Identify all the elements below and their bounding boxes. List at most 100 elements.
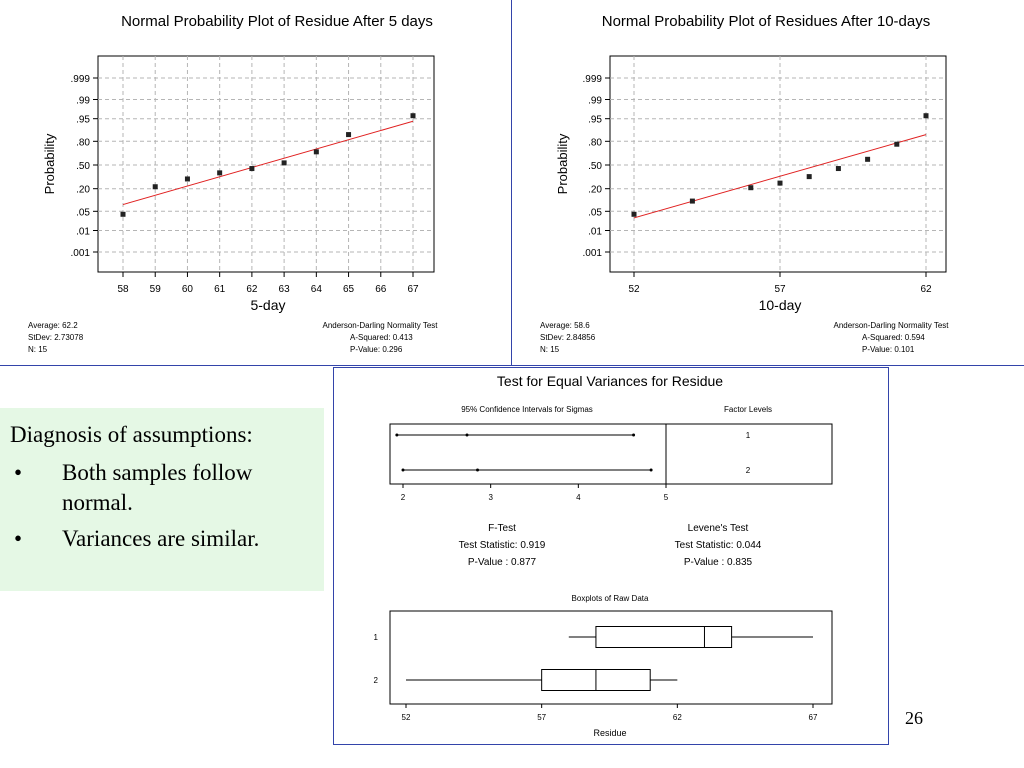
diagnosis-box: Diagnosis of assumptions: • Both samples… — [0, 408, 324, 591]
y-tick-label: .99 — [76, 96, 90, 107]
stats-left-line: StDev: 2.84856 — [540, 333, 596, 342]
x-tick-label: 57 — [774, 284, 786, 295]
ci-subtitle: 95% Confidence Intervals for Sigmas — [461, 405, 593, 414]
anderson-darling-title: Anderson-Darling Normality Test — [322, 321, 438, 330]
ci-x-tick-label: 5 — [664, 493, 669, 502]
chart-title: Normal Probability Plot of Residue After… — [121, 13, 433, 30]
probability-plot-10day: Normal Probability Plot of Residues Afte… — [512, 0, 1024, 365]
x-tick-label: 61 — [214, 284, 226, 295]
anderson-darling-line: A-Squared: 0.413 — [350, 333, 413, 342]
equal-variances-svg: Test for Equal Variances for Residue 95% … — [374, 373, 833, 738]
boxplot-group-label: 1 — [374, 633, 379, 642]
ci-lower-point — [401, 468, 405, 472]
boxplot-x-tick-label: 62 — [673, 713, 682, 722]
y-axis-label: Probability — [555, 133, 570, 194]
levene-test-statistic: Test Statistic: 0.044 — [675, 540, 762, 551]
x-tick-label: 62 — [920, 284, 932, 295]
x-tick-label: 63 — [279, 284, 291, 295]
x-tick-label: 67 — [407, 284, 419, 295]
x-tick-label: 52 — [628, 284, 640, 295]
anderson-darling-line: P-Value: 0.296 — [350, 345, 403, 354]
factor-level-label: 2 — [746, 466, 751, 475]
y-tick-label: .20 — [588, 185, 602, 196]
horizontal-divider — [0, 365, 1024, 366]
y-tick-label: .50 — [588, 161, 602, 172]
equal-variances-panel: Test for Equal Variances for Residue 95% … — [333, 367, 889, 745]
data-point — [410, 113, 416, 119]
boxplot-x-tick-label: 52 — [402, 713, 411, 722]
stats-left-line: Average: 58.6 — [540, 321, 590, 330]
x-tick-label: 58 — [117, 284, 129, 295]
data-point — [249, 166, 255, 172]
data-point — [923, 113, 929, 119]
data-point — [894, 141, 900, 147]
y-tick-label: .20 — [76, 185, 90, 196]
y-tick-label: .001 — [583, 248, 603, 259]
boxplot-box — [595, 626, 733, 648]
fit-line — [633, 134, 927, 219]
probability-plot-5day-svg: Normal Probability Plot of Residue After… — [28, 13, 438, 354]
data-point — [313, 149, 319, 155]
y-tick-label: .05 — [76, 207, 90, 218]
diagnosis-heading: Diagnosis of assumptions: — [10, 422, 253, 447]
data-point — [835, 166, 841, 172]
y-tick-label: .001 — [71, 248, 91, 259]
anderson-darling-line: A-Squared: 0.594 — [862, 333, 925, 342]
factor-levels-header: Factor Levels — [724, 405, 772, 414]
ci-estimate-point — [465, 433, 469, 437]
y-tick-label: .50 — [76, 161, 90, 172]
vertical-divider — [511, 0, 512, 366]
ci-x-tick-label: 2 — [401, 493, 406, 502]
levene-test-title: Levene's Test — [688, 523, 749, 534]
fit-line — [122, 120, 414, 206]
ci-x-tick-label: 3 — [488, 493, 493, 502]
diagnosis-item-normal: Both samples follow normal. — [62, 459, 253, 515]
plot-frame — [97, 55, 435, 273]
diagnosis-item-variances: Variances are similar. — [62, 525, 260, 551]
x-tick-label: 64 — [311, 284, 323, 295]
y-tick-label: .05 — [588, 207, 602, 218]
boxplot-group-label: 2 — [374, 676, 379, 685]
page-number: 26 — [905, 708, 923, 728]
x-tick-label: 60 — [182, 284, 194, 295]
boxplot-frame — [389, 610, 833, 705]
ci-x-tick-label: 4 — [576, 493, 581, 502]
y-axis-label: Probability — [42, 133, 57, 194]
ci-frame — [389, 423, 833, 485]
data-point — [217, 170, 223, 176]
data-point — [120, 211, 126, 217]
ci-estimate-point — [476, 468, 480, 472]
f-test-pvalue: P-Value : 0.877 — [468, 557, 537, 568]
boxplot-x-tick-label: 57 — [537, 713, 546, 722]
y-tick-label: .999 — [71, 74, 91, 85]
data-point — [184, 176, 190, 182]
data-point — [689, 198, 695, 204]
x-tick-label: 59 — [150, 284, 162, 295]
probability-plot-5day: Normal Probability Plot of Residue After… — [0, 0, 511, 365]
levene-test-pvalue: P-Value : 0.835 — [684, 557, 753, 568]
boxplot-x-axis-label: Residue — [593, 728, 626, 738]
data-point — [631, 211, 637, 217]
stats-left-line: StDev: 2.73078 — [28, 333, 84, 342]
ci-upper-point — [649, 468, 653, 472]
diagnosis-bullet-2: • Variances are similar. — [10, 524, 314, 554]
y-tick-label: .999 — [583, 74, 603, 85]
stats-left-line: Average: 62.2 — [28, 321, 78, 330]
stats-left-line: N: 15 — [540, 345, 560, 354]
x-tick-label: 66 — [375, 284, 387, 295]
data-point — [806, 174, 812, 180]
data-point — [748, 185, 754, 191]
data-point — [346, 132, 352, 138]
boxplot-x-tick-label: 67 — [809, 713, 818, 722]
anderson-darling-title: Anderson-Darling Normality Test — [833, 321, 949, 330]
factor-level-label: 1 — [746, 431, 751, 440]
y-tick-label: .95 — [588, 115, 602, 126]
stats-left-line: N: 15 — [28, 345, 48, 354]
x-tick-label: 65 — [343, 284, 355, 295]
data-point — [281, 160, 287, 166]
boxplot-title: Boxplots of Raw Data — [572, 594, 649, 603]
ci-lower-point — [395, 433, 399, 437]
f-test-statistic: Test Statistic: 0.919 — [459, 540, 546, 551]
bullet-icon: • — [14, 459, 23, 485]
y-tick-label: .95 — [76, 115, 90, 126]
